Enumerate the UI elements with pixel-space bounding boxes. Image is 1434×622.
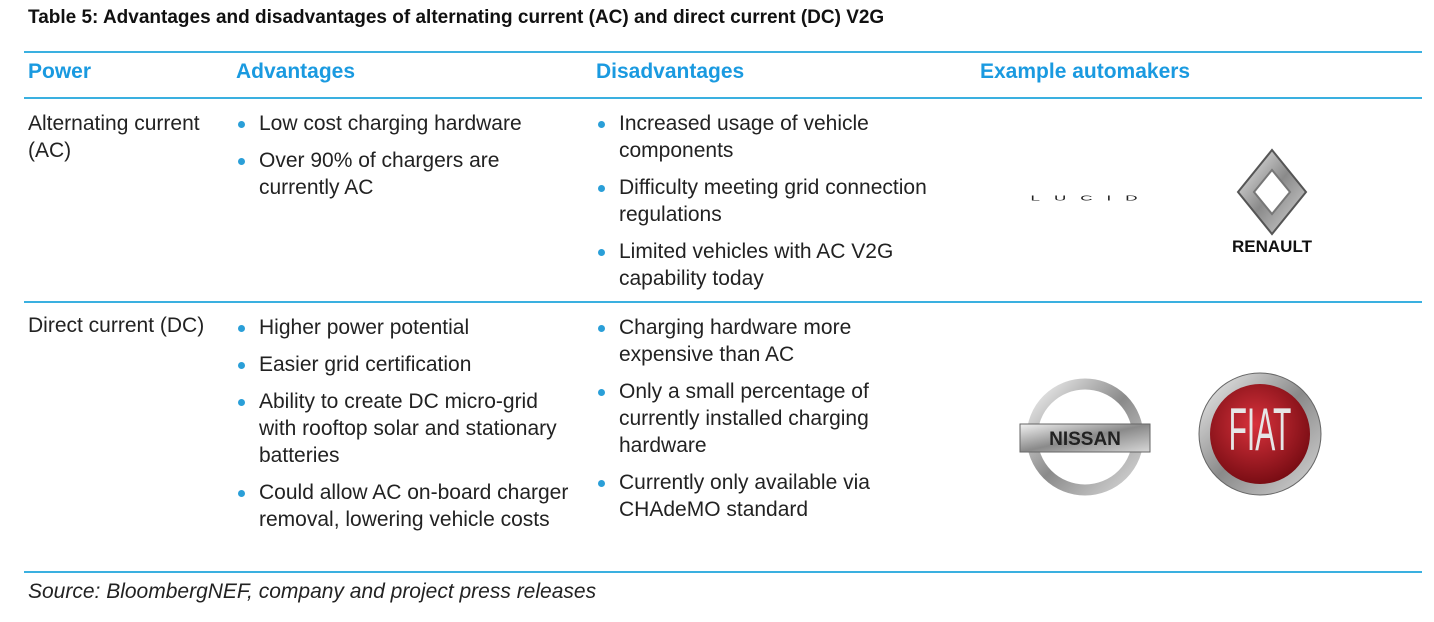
header-cell: Advantages — [236, 60, 356, 83]
power-cell: Alternating current (AC) — [28, 112, 200, 162]
disadvantages-list: Charging hardware more expensive than AC… — [596, 314, 941, 533]
bullet-item: Ability to create DC micro-grid with roo… — [236, 388, 581, 469]
advantages-list: Low cost charging hardware Over 90% of ch… — [236, 110, 581, 211]
fiat-badge — [1210, 384, 1310, 484]
header-cell: Disadvantages — [596, 60, 745, 83]
rule — [24, 97, 1422, 99]
nissan-bar — [1019, 423, 1151, 453]
header-cell: Power — [28, 60, 92, 83]
renault-logo: RENAULT — [1232, 237, 1313, 256]
disadvantages-list: Increased usage of vehicle components Dif… — [596, 110, 976, 302]
rule — [24, 51, 1422, 53]
bullet-item: Difficulty meeting grid connection regul… — [596, 174, 976, 228]
bullet-item: Charging hardware more expensive than AC — [596, 314, 941, 368]
table-title: Table 5: Advantages and disadvantages of… — [28, 7, 885, 28]
bullet-item: Easier grid certification — [236, 351, 581, 378]
bullet-item: Higher power potential — [236, 314, 581, 341]
bullet-item: Low cost charging hardware — [236, 110, 581, 137]
logos: LUCID RENAULT NISSAN FIAT — [1019, 148, 1322, 496]
rule — [24, 301, 1422, 303]
rule — [24, 571, 1422, 573]
power-cell: Direct current (DC) — [28, 314, 205, 337]
advantages-list: Higher power potential Easier grid certif… — [236, 314, 581, 543]
bullet-item: Only a small percentage of currently ins… — [596, 378, 941, 459]
header-cell: Example automakers — [980, 60, 1191, 83]
bullet-item: Currently only available via CHAdeMO sta… — [596, 469, 941, 523]
bullet-item: Over 90% of chargers are currently AC — [236, 147, 581, 201]
bullet-item: Could allow AC on-board charger removal,… — [236, 479, 581, 533]
bullet-item: Limited vehicles with AC V2G capability … — [596, 238, 976, 292]
lucid-logo: LUCID — [1031, 194, 1152, 203]
nissan-logo: NISSAN — [1049, 429, 1121, 450]
fiat-logo: FIAT — [1229, 397, 1292, 464]
source-note: Source: BloombergNEF, company and projec… — [28, 580, 597, 603]
bullet-item: Increased usage of vehicle components — [596, 110, 976, 164]
renault-emblem-inner — [1252, 168, 1292, 216]
